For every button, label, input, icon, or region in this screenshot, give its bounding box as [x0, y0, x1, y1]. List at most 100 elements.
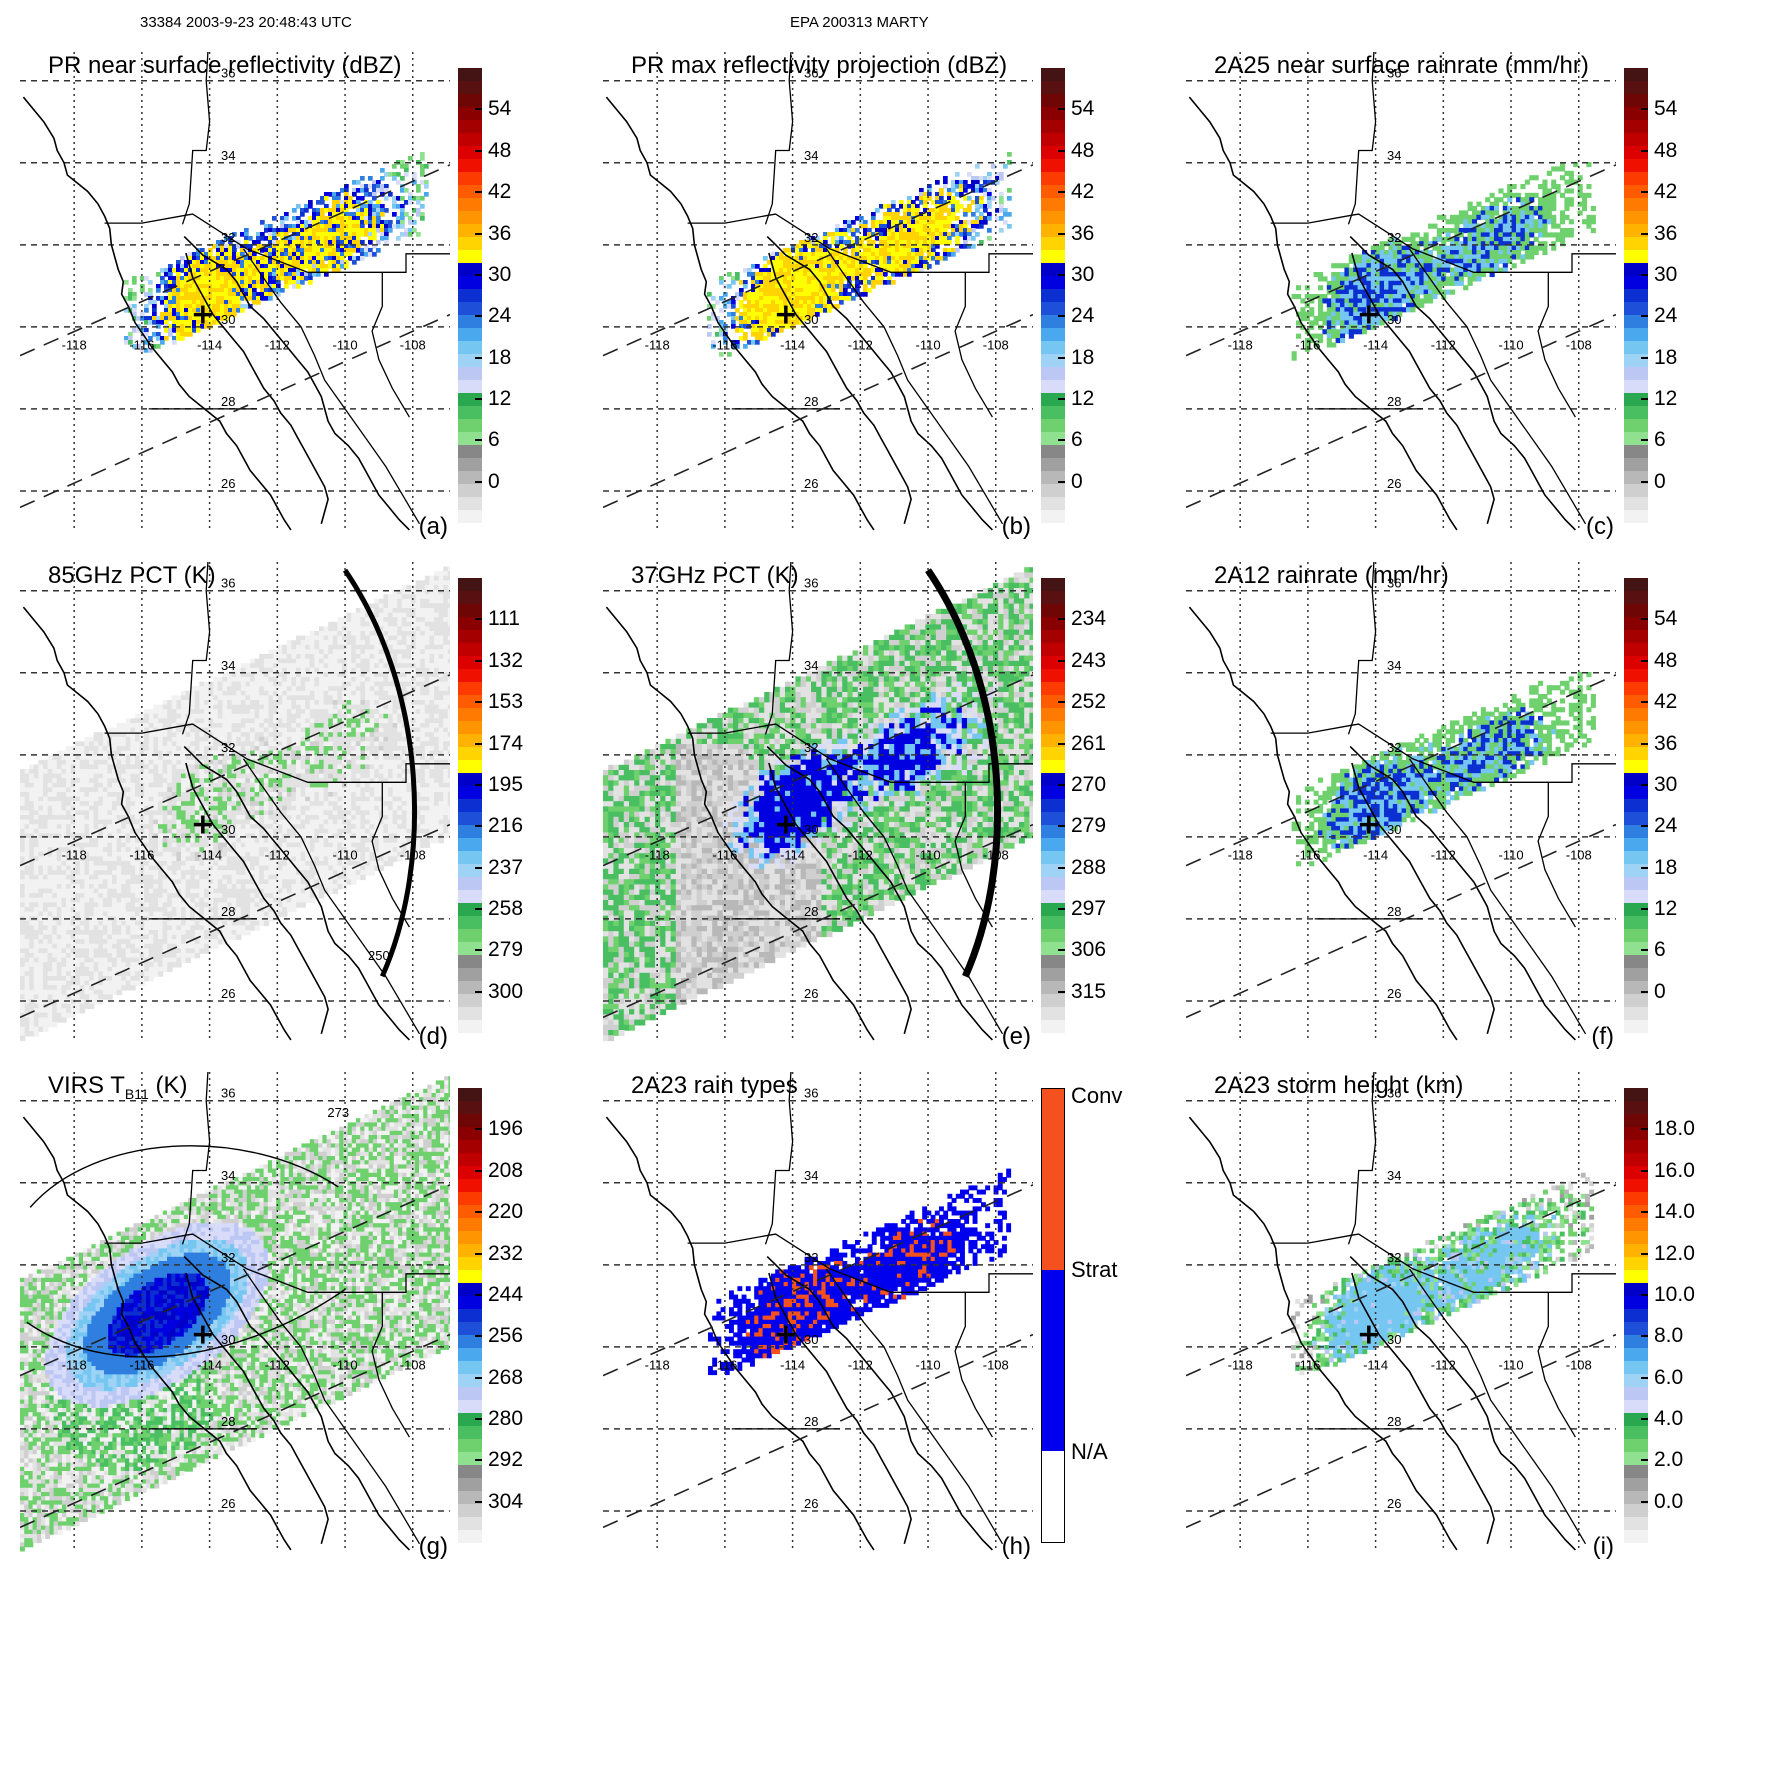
svg-text:-118: -118 [645, 337, 670, 352]
colorbar-tick: 258 [488, 897, 523, 921]
legend-label-strat: Strat [1071, 1257, 1117, 1283]
colorbar-tick: 6 [488, 428, 500, 452]
colorbar-tick: 18.0 [1654, 1117, 1695, 1141]
panel-b: PR max reflectivity projection (dBZ) .gv… [603, 30, 1103, 555]
svg-text:32: 32 [1387, 230, 1401, 245]
colorbar-tick: 54 [1071, 97, 1094, 121]
colorbar-tick: 0 [1654, 980, 1666, 1004]
panel-plot-c: .gv2{stroke:#333;stroke-width:1.5;stroke… [1186, 52, 1616, 532]
panel-title-b: PR max reflectivity projection (dBZ) [631, 52, 1007, 80]
panel-title-e: 37GHz PCT (K) [631, 562, 799, 590]
colorbar-tick: 12.0 [1654, 1242, 1695, 1266]
svg-text:-112: -112 [265, 337, 290, 352]
data-raster-b [707, 152, 1012, 357]
panel-plot-e: .gv2{stroke:#333;stroke-width:1.5;stroke… [603, 562, 1033, 1042]
panel-title-c: 2A25 near surface rainrate (mm/hr) [1214, 52, 1589, 80]
panel-title-f: 2A12 rainrate (mm/hr) [1214, 562, 1449, 590]
svg-text:36: 36 [804, 66, 818, 81]
data-raster-f [1291, 672, 1596, 867]
legend-labels-h: Conv Strat N/A [1065, 1083, 1155, 1543]
colorbar-tick: 220 [488, 1200, 523, 1224]
colorbar-tick: 18 [1654, 856, 1677, 880]
data-raster-c [1291, 162, 1596, 361]
colorbar-tick: 280 [488, 1407, 523, 1431]
colorbar-tick: 6 [1654, 938, 1666, 962]
colorbar-g [458, 1088, 482, 1543]
svg-text:-112: -112 [848, 337, 873, 352]
panel-plot-i: .gv2{stroke:#333;stroke-width:1.5;stroke… [1186, 1072, 1616, 1552]
graticule-c [1186, 52, 1616, 532]
colorbar-tick: 18 [1654, 346, 1677, 370]
panel-label-g: (g) [419, 1533, 448, 1561]
svg-text:-112: -112 [1431, 337, 1456, 352]
header-left-timestamp: 33384 2003-9-23 20:48:43 UTC [140, 14, 352, 31]
svg-text:26: 26 [1387, 476, 1401, 491]
colorbar-tick: 232 [488, 1242, 523, 1266]
svg-text:34: 34 [221, 148, 235, 163]
svg-text:34: 34 [1387, 148, 1401, 163]
colorbar-tick: 244 [488, 1283, 523, 1307]
colorbar-tick: 270 [1071, 773, 1106, 797]
panel-d: 85GHz PCT (K) .gv2{stroke:#333;stroke-wi… [20, 540, 523, 1065]
data-raster-a [124, 152, 429, 353]
graticule-h [603, 1072, 1033, 1552]
svg-text:-116: -116 [1295, 337, 1320, 352]
colorbar-tick: 8.0 [1654, 1324, 1683, 1348]
legend-bar-h [1041, 1088, 1065, 1543]
colorbar-tick: 18 [488, 346, 511, 370]
svg-text:36: 36 [221, 66, 235, 81]
panel-title-g: VIRS TB11 (K) [48, 1072, 187, 1102]
colorbar-tick: 30 [1654, 773, 1677, 797]
graticule-d [20, 562, 450, 1042]
colorbar-tick: 243 [1071, 649, 1106, 673]
colorbar-ticks-e: 234 243 252 261 270 279 288 297 306 315 [1058, 578, 1125, 1033]
panel-title-a: PR near surface reflectivity (dBZ) [48, 52, 401, 80]
data-raster-h [708, 1168, 1012, 1376]
colorbar-tick: 24 [1071, 304, 1094, 328]
colorbar-tick: 24 [1654, 304, 1677, 328]
colorbar-tick: 196 [488, 1117, 523, 1141]
colorbar-tick: 208 [488, 1159, 523, 1183]
colorbar-tick: 12 [1071, 387, 1094, 411]
colorbar-e [1041, 578, 1065, 1033]
colorbar-tick: 14.0 [1654, 1200, 1695, 1224]
colorbar-tick: 12 [1654, 897, 1677, 921]
panel-label-f: (f) [1591, 1023, 1614, 1051]
panel-plot-a: .gv2{stroke:#333;stroke-width:1.5;stroke… [20, 52, 450, 532]
colorbar-tick: 174 [488, 732, 523, 756]
colorbar-tick: 6 [1071, 428, 1083, 452]
colorbar-tick: 4.0 [1654, 1407, 1683, 1431]
svg-text:-118: -118 [62, 337, 87, 352]
colorbar-b [1041, 68, 1065, 523]
svg-text:-116: -116 [712, 337, 737, 352]
colorbar-ticks-c: 54 48 42 36 30 24 18 12 6 0 [1641, 68, 1708, 523]
colorbar-tick: 30 [1071, 263, 1094, 287]
svg-text:-108: -108 [1566, 337, 1592, 352]
colorbar-tick: 153 [488, 690, 523, 714]
panel-label-c: (c) [1586, 513, 1614, 541]
colorbar-tick: 30 [488, 263, 511, 287]
colorbar-tick: 36 [488, 222, 511, 246]
colorbar-ticks-b: 54 48 42 36 30 24 18 12 6 0 [1058, 68, 1125, 523]
svg-text:28: 28 [221, 394, 235, 409]
colorbar-tick: 288 [1071, 856, 1106, 880]
svg-text:28: 28 [1387, 394, 1401, 409]
colorbar-tick: 0 [1071, 470, 1083, 494]
colorbar-tick: 2.0 [1654, 1448, 1683, 1472]
colorbar-tick: 42 [1654, 180, 1677, 204]
colorbar-tick: 304 [488, 1490, 523, 1514]
panel-label-i: (i) [1593, 1533, 1614, 1561]
data-raster-e [603, 567, 1033, 1042]
colorbar-tick: 30 [1654, 263, 1677, 287]
panel-plot-d: .gv2{stroke:#333;stroke-width:1.5;stroke… [20, 562, 450, 1042]
colorbar-tick: 268 [488, 1366, 523, 1390]
colorbar-tick: 48 [1071, 139, 1094, 163]
colorbar-tick: 10.0 [1654, 1283, 1695, 1307]
colorbar-tick: 279 [488, 938, 523, 962]
colorbar-tick: 0 [488, 470, 500, 494]
colorbar-tick: 48 [488, 139, 511, 163]
colorbar-tick: 36 [1654, 732, 1677, 756]
colorbar-tick: 292 [488, 1448, 523, 1472]
colorbar-tick: 24 [1654, 814, 1677, 838]
data-raster-i [1291, 1172, 1595, 1376]
